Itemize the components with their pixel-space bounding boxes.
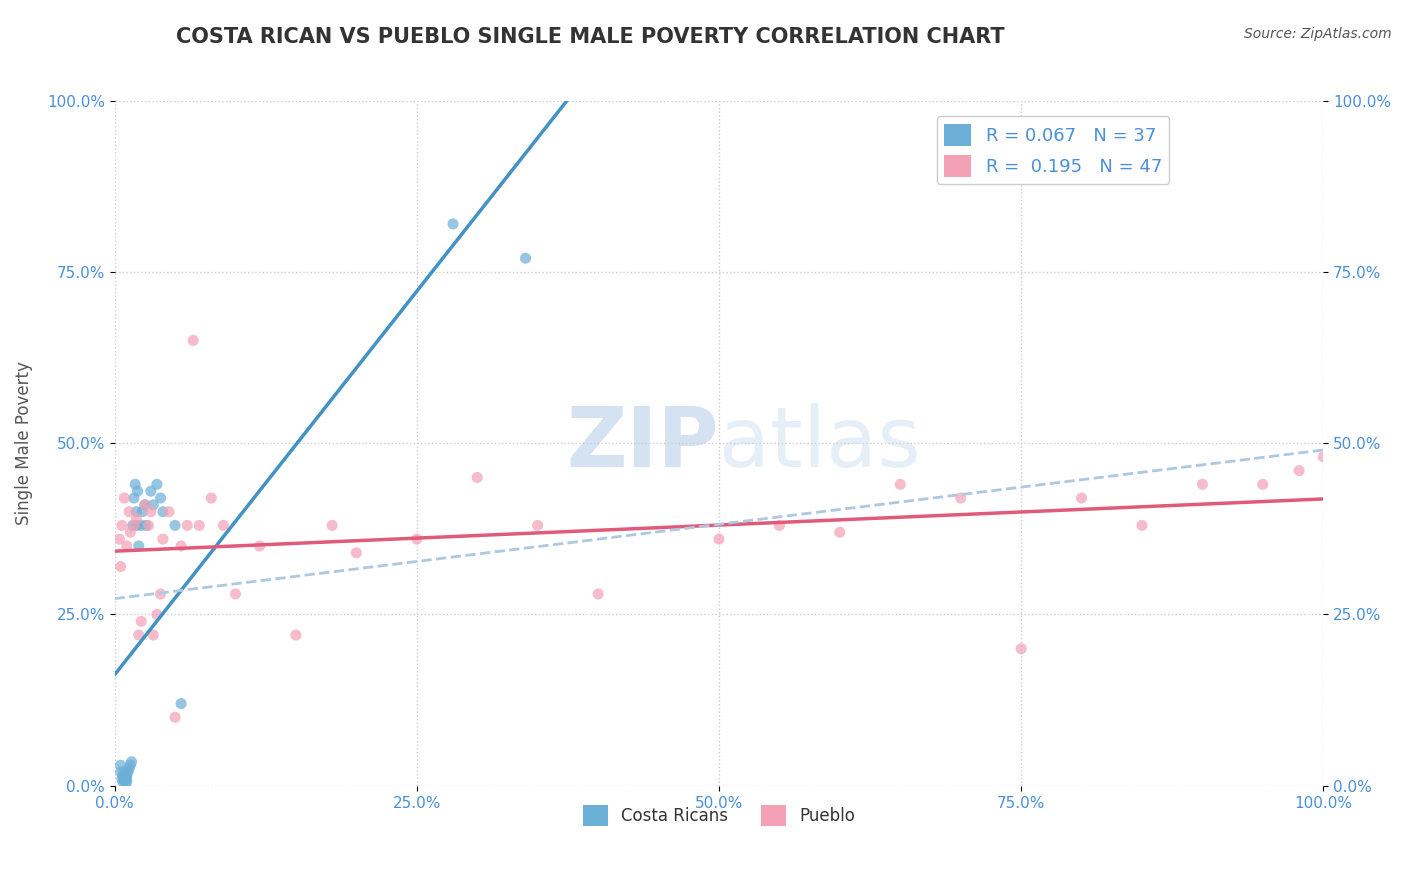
Point [122, 491, 145, 505]
Point [163, 518, 186, 533]
Point [112, 775, 135, 789]
Point [112, 491, 135, 505]
Point [108, 532, 131, 546]
Point [828, 525, 851, 540]
Point [1070, 491, 1092, 505]
Text: COSTA RICAN VS PUEBLO SINGLE MALE POVERTY CORRELATION CHART: COSTA RICAN VS PUEBLO SINGLE MALE POVERT… [176, 27, 1005, 46]
Point [157, 505, 180, 519]
Point [188, 518, 211, 533]
Point [115, 768, 138, 782]
Point [142, 628, 165, 642]
Point [139, 484, 162, 499]
Point [1288, 464, 1310, 478]
Point [115, 772, 138, 786]
Point [127, 484, 149, 499]
Point [465, 470, 488, 484]
Point [138, 518, 160, 533]
Point [142, 498, 165, 512]
Point [118, 762, 141, 776]
Y-axis label: Single Male Poverty: Single Male Poverty [15, 361, 32, 525]
Legend: Costa Ricans, Pueblo: Costa Ricans, Pueblo [576, 798, 862, 832]
Point [112, 768, 135, 782]
Text: ZIP: ZIP [567, 402, 718, 483]
Point [405, 532, 427, 546]
Point [249, 539, 271, 553]
Point [321, 518, 343, 533]
Point [344, 546, 367, 560]
Point [515, 251, 537, 265]
Point [114, 772, 136, 786]
Point [112, 772, 135, 786]
Point [114, 775, 136, 789]
Point [170, 697, 193, 711]
Point [1191, 477, 1213, 491]
Point [152, 532, 174, 546]
Point [1312, 450, 1334, 464]
Point [768, 518, 790, 533]
Point [111, 772, 134, 786]
Point [176, 518, 198, 533]
Point [586, 587, 609, 601]
Point [111, 518, 134, 533]
Point [1130, 518, 1153, 533]
Point [120, 525, 142, 540]
Point [149, 491, 172, 505]
Point [129, 615, 152, 629]
Point [146, 477, 169, 491]
Point [224, 587, 246, 601]
Point [181, 334, 204, 348]
Point [170, 539, 193, 553]
Point [200, 491, 222, 505]
Point [124, 477, 146, 491]
Point [889, 477, 911, 491]
Point [121, 755, 143, 769]
Point [146, 607, 169, 622]
Point [128, 628, 150, 642]
Point [125, 518, 148, 533]
Point [149, 587, 172, 601]
Point [125, 511, 148, 525]
Point [129, 518, 152, 533]
Point [949, 491, 972, 505]
Point [1010, 641, 1032, 656]
Point [115, 775, 138, 789]
Point [110, 559, 132, 574]
Point [118, 505, 141, 519]
Point [163, 710, 186, 724]
Point [135, 518, 157, 533]
Text: Source: ZipAtlas.com: Source: ZipAtlas.com [1244, 27, 1392, 41]
Point [110, 758, 132, 772]
Point [212, 518, 235, 533]
Point [115, 539, 138, 553]
Point [284, 628, 307, 642]
Point [128, 539, 150, 553]
Point [122, 518, 145, 533]
Point [117, 765, 139, 780]
Point [1251, 477, 1274, 491]
Point [152, 505, 174, 519]
Point [526, 518, 548, 533]
Point [707, 532, 730, 546]
Point [134, 498, 156, 512]
Point [120, 758, 142, 772]
Point [125, 505, 148, 519]
Point [139, 505, 162, 519]
Point [131, 505, 153, 519]
Point [441, 217, 464, 231]
Point [134, 498, 156, 512]
Text: atlas: atlas [718, 402, 921, 483]
Point [112, 768, 135, 782]
Point [112, 765, 135, 780]
Point [110, 765, 132, 780]
Point [121, 518, 143, 533]
